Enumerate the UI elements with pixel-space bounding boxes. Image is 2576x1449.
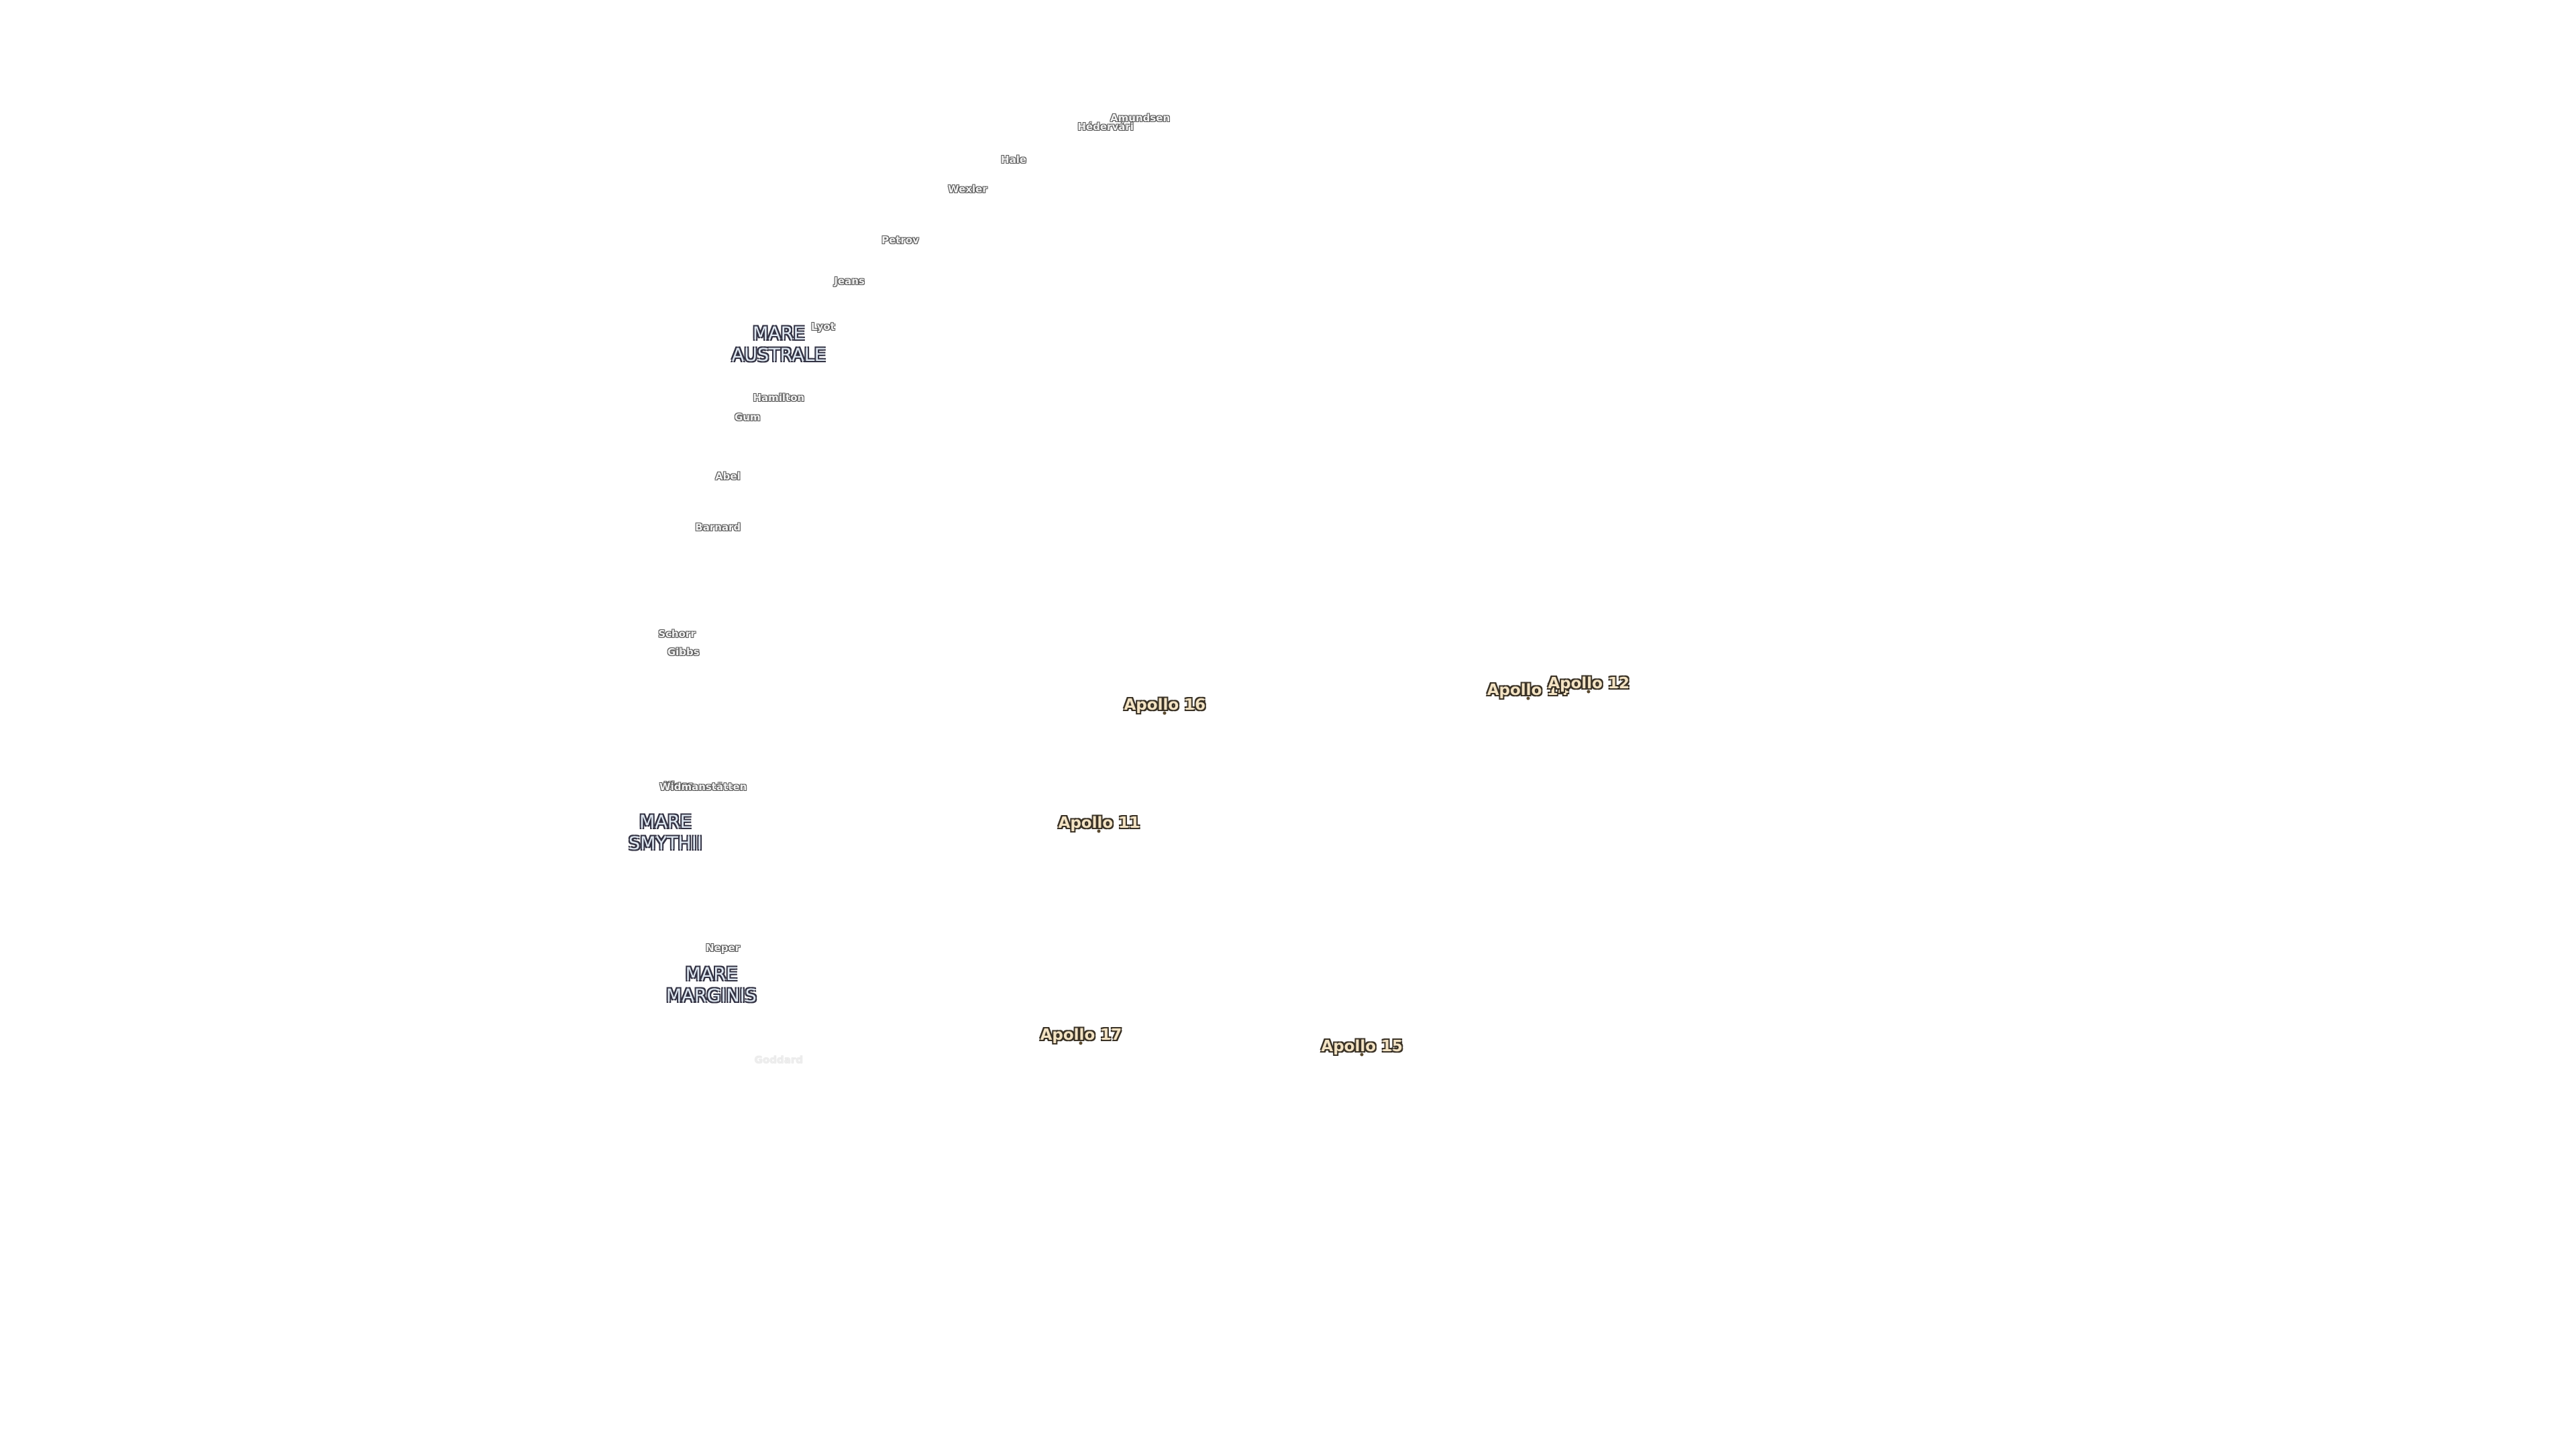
crater-label: Gum: [734, 411, 761, 424]
mare-label: MARE AUSTRALE: [732, 323, 826, 366]
crater-label: Neper: [706, 942, 741, 955]
crater-label: Kiess: [663, 779, 694, 792]
mare-label-line: MARGINIS: [666, 985, 757, 1007]
crater-label: Jeans: [834, 274, 865, 287]
crater-label: Wexler: [948, 182, 987, 195]
landing-site-label: Apollo 11: [1058, 814, 1140, 832]
crater-label: Hale: [1001, 153, 1027, 166]
mare-label-line: AUSTRALE: [731, 345, 826, 366]
landing-site-marker: [1526, 696, 1530, 700]
mare-label-line: MARE: [753, 323, 805, 345]
landing-site-label: Apollo 14: [1487, 681, 1569, 699]
landing-site-label: Apollo 12: [1548, 674, 1629, 692]
landing-site-marker: [1079, 1041, 1083, 1045]
mare-label-line: MARE: [685, 964, 738, 985]
landing-site-marker: [1163, 711, 1167, 715]
mare-label-line: MARE: [639, 811, 692, 833]
landing-site-marker: [1097, 829, 1101, 833]
landing-site-label: Apollo 15: [1321, 1038, 1403, 1055]
crater-label: Barnard: [695, 521, 741, 534]
crater-label: Hédervári: [1077, 120, 1134, 133]
landing-site-label: Apollo 17: [1040, 1026, 1122, 1044]
crater-label: Goddard: [754, 1053, 803, 1066]
crater-label: Petrov: [881, 233, 919, 246]
landing-site-label: Apollo 16: [1124, 696, 1206, 714]
mare-label: MARE SMYTHII: [629, 812, 702, 855]
landing-site-marker: [1587, 690, 1591, 694]
crater-label: Gibbs: [667, 646, 700, 659]
crater-label: Schorr: [658, 628, 696, 641]
crater-label: Hamilton: [753, 391, 805, 404]
mare-label-line: SMYTHII: [629, 833, 702, 854]
landing-site-marker: [1360, 1053, 1364, 1057]
mare-label: MARE MARGINIS: [666, 964, 757, 1007]
crater-label: Lyot: [811, 321, 835, 333]
crater-label: Widmanstätten: [659, 781, 747, 794]
crater-label: Abel: [715, 470, 741, 483]
crater-label: Amundsen: [1110, 112, 1171, 125]
